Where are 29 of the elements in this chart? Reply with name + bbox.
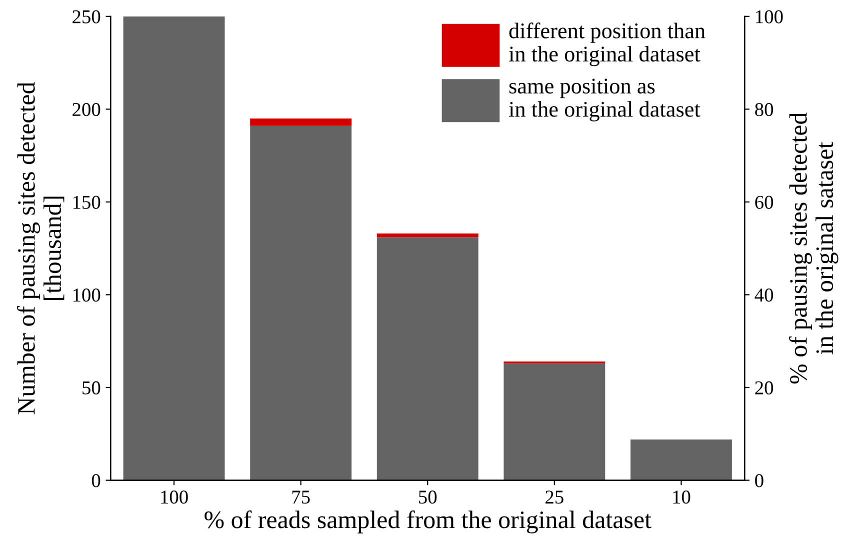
bar [376,237,478,480]
y2-tick-label: 20 [755,381,774,394]
y-tick-label: 100 [73,288,100,302]
x-tick-label: 100 [161,490,188,504]
legend-label: same position as in the original dataset [508,78,700,122]
x-axis-title: % of reads sampled from the original dataset [204,510,652,534]
y-tick-label: 250 [72,10,100,24]
x-tick-label: 75 [292,490,310,504]
y2-tick-label: 0 [755,474,764,488]
bar [123,16,225,480]
y2-tick-label: 60 [755,196,774,209]
legend-label: different position than in the original dataset [508,22,706,66]
bar [250,118,352,126]
y2-tick-label: 80 [755,102,774,116]
y-tick-label: 150 [73,196,100,209]
y2-tick-label: 40 [754,288,774,302]
bar [630,439,732,480]
bar [376,233,478,238]
y-axis-title: Number of pausing sites detected [thousand] [17,82,64,414]
bar [250,126,352,480]
y2-tick-label: 100 [756,10,783,24]
x-tick-label: 50 [419,490,437,504]
y-tick-label: 50 [82,381,100,394]
y-tick-label: 0 [92,474,100,488]
y2-axis-title: % of pausing sites detected in the original sataset [789,112,838,384]
x-tick-label: 25 [546,490,564,504]
y-tick-label: 200 [72,102,100,116]
bar [504,363,606,480]
x-tick-label: 10 [673,490,690,504]
